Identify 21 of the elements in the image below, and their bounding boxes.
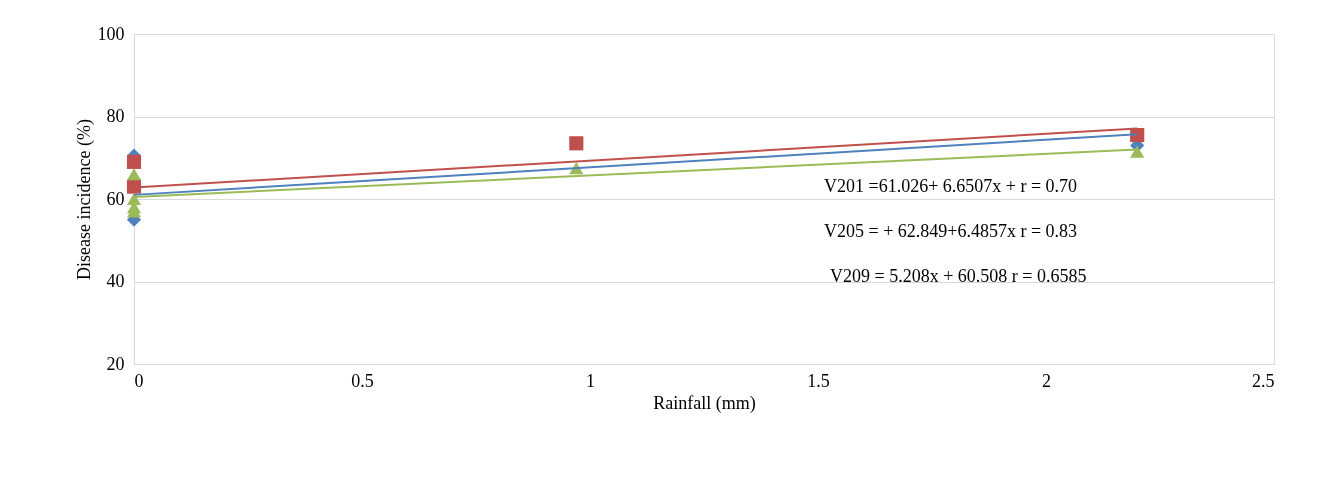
x-tick-label: 2.5 <box>1252 370 1275 391</box>
y-tick-label: 80 <box>106 106 125 126</box>
annotation: V205 = + 62.849+6.4857x r = 0.83 <box>824 221 1078 241</box>
x-tick-label: 0.5 <box>351 370 374 391</box>
y-tick-label: 40 <box>106 271 125 291</box>
y-tick-label: 20 <box>106 353 125 374</box>
point <box>126 168 142 181</box>
y-tick-label: 60 <box>106 188 125 209</box>
x-tick-label: 1.5 <box>807 370 830 391</box>
x-axis-title: Rainfall (mm) <box>653 392 756 414</box>
point <box>126 154 142 169</box>
x-tick-label: 1 <box>586 370 595 391</box>
y-axis-title: Disease incidence (%) <box>73 119 95 280</box>
point <box>569 136 584 151</box>
point <box>1130 145 1145 158</box>
x-tick-label: 2 <box>1042 370 1051 391</box>
y-tick-label: 100 <box>97 23 125 44</box>
annotation: V201 =61.026+ 6.6507x + r = 0.70 <box>824 176 1078 196</box>
annotation: V209 = 5.208x + 60.508 r = 0.6585 <box>830 266 1087 286</box>
point <box>126 179 142 194</box>
x-tick-label: 0 <box>134 370 144 391</box>
